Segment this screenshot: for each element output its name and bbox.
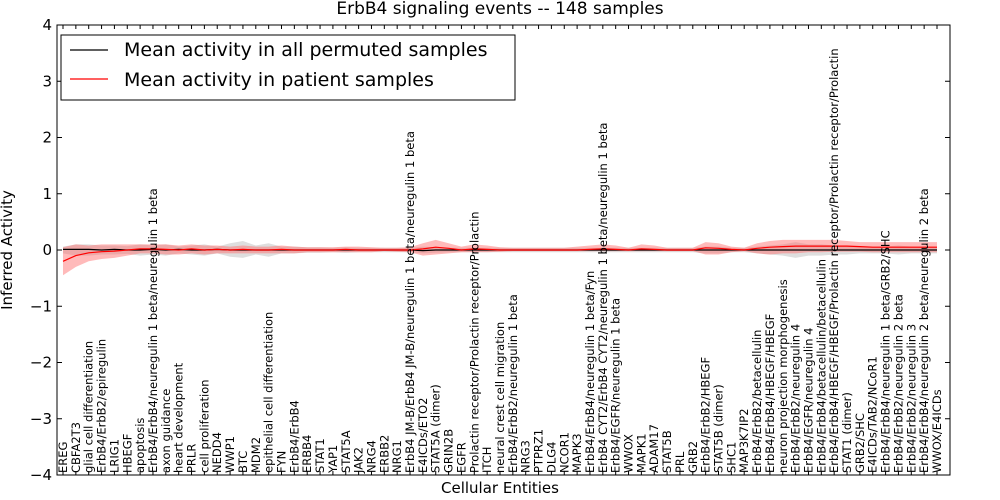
x-tick-label: WWOX/E4ICDs (930, 389, 944, 473)
x-tick-label: PRL (673, 451, 687, 473)
x-tick-label: E4ICDs/ETO2 (416, 398, 430, 473)
x-tick-label: STAT5B (dimer) (712, 384, 726, 473)
x-tick-label: LRIG1 (107, 439, 121, 473)
x-tick-label: MAP3K7IP2 (737, 408, 751, 473)
x-tick-label: PRLR (185, 444, 199, 473)
x-tick-label: ErbB4/ErbB2/epiregulin (95, 339, 109, 473)
x-tick-label: epithelial cell differentiation (262, 312, 276, 473)
y-tick-label: −1 (30, 297, 52, 315)
x-tick-label: cell proliferation (197, 379, 211, 473)
x-tick-label: ErbB4/ErbB4/neuregulin 1 beta/GRB2/SHC (879, 230, 893, 473)
x-tick-label: JAK2 (352, 447, 366, 474)
x-tick-label: STAT1 (dimer) (840, 392, 854, 473)
legend-label-patient: Mean activity in patient samples (124, 69, 434, 91)
x-tick-label: GRB2/SHC (853, 413, 867, 473)
x-tick-label: CBFA2T3 (69, 422, 83, 473)
x-tick-label: ErbB4/ErbB2/neuregulin 2 beta (891, 294, 905, 473)
x-tick-label: axon guidance (159, 389, 173, 473)
x-tick-label: ErbB4/ErbB2/betacellulin (750, 330, 764, 473)
x-axis-label: Cellular Entities (441, 479, 559, 497)
x-tick-label: ErbB4/ErbB2/HBEGF (699, 357, 713, 473)
x-tick-label: DLG4 (544, 442, 558, 474)
x-tick-label: SHC1 (724, 442, 738, 473)
x-tick-label: BTC (236, 451, 250, 473)
x-tick-label: GRB2 (686, 441, 700, 473)
x-axis-ticks (62, 25, 938, 475)
x-tick-label: Prolactin receptor/Prolactin receptor/Pr… (467, 211, 481, 473)
band-series-1 (63, 239, 937, 276)
x-tick-label: NRG3 (519, 440, 533, 473)
x-tick-label: ErbB4/ErbB2/neuregulin 4 (789, 324, 803, 473)
chart-title: ErbB4 signaling events -- 148 samples (336, 0, 663, 19)
x-tick-label: EGFR (454, 442, 468, 473)
x-tick-label: ErbB4/ErbB4/HBEGF/HBEGF/Prolactin recept… (827, 48, 841, 473)
x-tick-label: ErbB4/ErbB4/neuregulin 1 beta/Fyn (583, 271, 597, 473)
x-tick-label: ErbB4 CYT2/ErbB4 CYT2/neuregulin 1 beta/… (596, 123, 610, 473)
x-tick-label: ITCH (480, 447, 494, 473)
series-lines (62, 245, 937, 262)
x-tick-label: ERBB2 (377, 435, 391, 473)
x-tick-label: ErbB4/ErbB4/HBEGF/HBEGF (763, 314, 777, 473)
y-tick-label: 0 (42, 241, 52, 259)
x-tick-label: apoptosis (133, 418, 147, 473)
x-tick-label: glial cell differentiation (82, 341, 96, 473)
x-tick-label: ErbB4/ErbB4 (287, 400, 301, 473)
legend: Mean activity in all permuted samples Me… (60, 34, 516, 101)
y-tick-label: 4 (42, 16, 52, 34)
x-tick-label: MDM2 (249, 437, 263, 473)
y-tick-label: 3 (42, 72, 52, 90)
x-tick-label: ADAM17 (647, 424, 661, 473)
line-series-1 (62, 245, 937, 262)
x-tick-label: WWOX (622, 434, 636, 473)
x-tick-label: ErbB4/EGFR/neuregulin 4 (802, 328, 816, 473)
x-tick-label: NRG4 (365, 440, 379, 473)
x-tick-label: GRIN2B (442, 429, 456, 473)
x-tick-label: neural crest cell migration (493, 322, 507, 473)
y-tick-label: −3 (30, 410, 52, 428)
x-tick-label: FYN (275, 451, 289, 473)
x-tick-label: WWP1 (223, 436, 237, 473)
x-tick-label: STAT5B (660, 430, 674, 473)
legend-box (60, 34, 516, 101)
x-tick-label: NRG1 (390, 440, 404, 473)
x-tick-label: NEDD4 (210, 432, 224, 473)
x-tick-label: ErbB4/EGFR/neuregulin 1 beta (609, 298, 623, 473)
x-tick-label: ErbB4 JM-B/ErbB4 JM-B/neuregulin 1 beta/… (403, 131, 417, 473)
y-tick-label: −2 (30, 354, 52, 372)
x-tick-label: STAT1 (313, 438, 327, 473)
x-tick-label: ERBB4 (300, 435, 314, 473)
x-tick-label: MAPK1 (634, 433, 648, 473)
x-tick-label: YAP1 (326, 445, 340, 474)
y-tick-label: 1 (42, 185, 52, 203)
x-tick-label: PTPRZ1 (532, 429, 546, 473)
x-tick-label: EREG (56, 442, 70, 473)
y-tick-label: 2 (42, 129, 52, 147)
confidence-bands (63, 239, 937, 276)
x-tick-label: STAT5A (339, 430, 353, 473)
x-tick-label: E4ICDs/TAB2/NCoR1 (866, 356, 880, 473)
y-axis-ticks: 4 3 2 1 0 −1 −2 −3 −4 (30, 16, 950, 484)
y-tick-label: −4 (30, 466, 52, 484)
y-axis-label: Inferred Activity (0, 190, 16, 310)
x-tick-label: ErbB4/ErbB2/neuregulin 1 beta (506, 294, 520, 473)
x-tick-label: neuron projection morphogenesis (776, 279, 790, 473)
legend-label-permuted: Mean activity in all permuted samples (124, 39, 487, 61)
x-tick-label: MAPK3 (570, 433, 584, 473)
x-tick-label: ErbB4/ErbB2/neuregulin 3 (904, 324, 918, 473)
x-tick-label: heart development (172, 362, 186, 473)
x-tick-label: STAT5A (dimer) (429, 384, 443, 473)
x-tick-label: HBEGF (120, 434, 134, 473)
x-tick-label: ErbB4/ErbB4/betacellulin/betacellulin (814, 259, 828, 473)
x-tick-label: NCOR1 (557, 432, 571, 473)
x-tick-label: ErbB4/ErbB4/neuregulin 1 beta/neuregulin… (146, 188, 160, 473)
x-tick-label: ErbB4/ErbB4/neuregulin 2 beta/neuregulin… (917, 188, 931, 473)
